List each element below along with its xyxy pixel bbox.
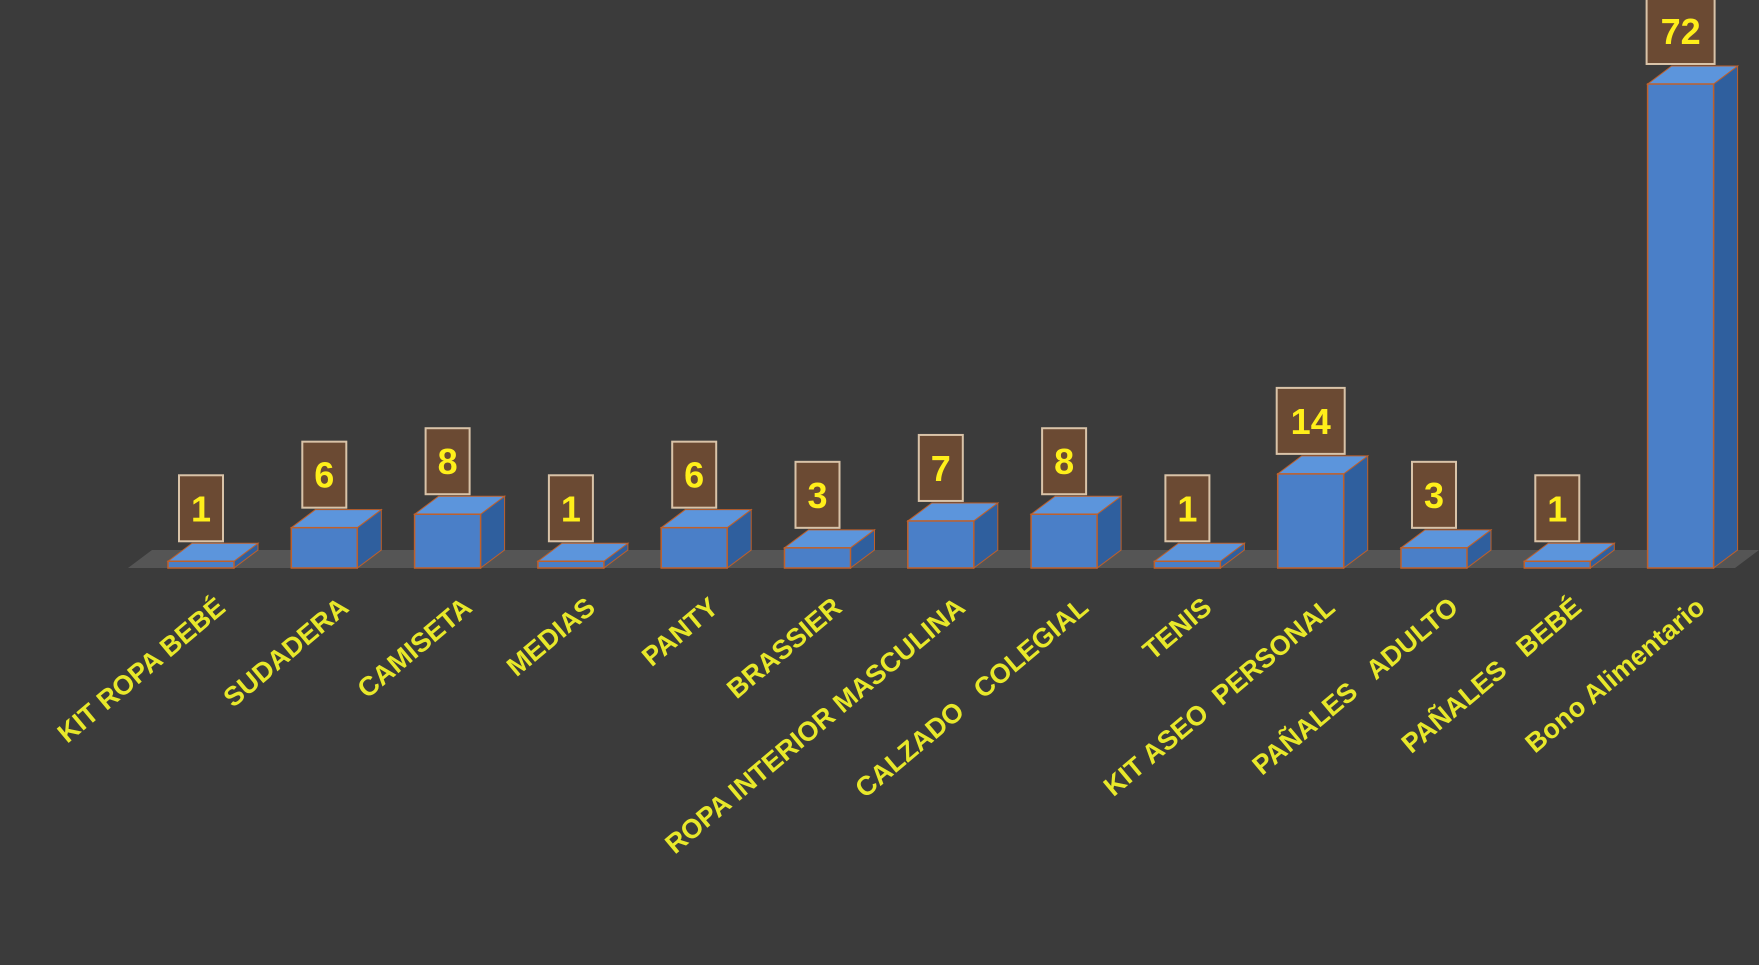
bar: [167, 560, 235, 569]
bar: [660, 526, 728, 569]
data-label-box: [178, 474, 224, 543]
data-label-box: [1275, 386, 1346, 455]
data-label-box: [794, 460, 841, 529]
data-label-box: [547, 474, 594, 543]
bar: [1153, 560, 1222, 569]
bar-side: [1713, 65, 1739, 569]
category-label: MEDIAS: [501, 592, 601, 682]
category-label: KIT ROPA BEBÉ: [51, 591, 231, 749]
data-label: 14: [1291, 401, 1331, 442]
data-label: 3: [1424, 475, 1444, 516]
data-label-box: [1164, 474, 1211, 543]
bars-group: [166, 65, 1740, 569]
data-label: 1: [1177, 488, 1197, 529]
category-label: CAMISETA: [352, 592, 478, 704]
category-label: SUDADERA: [218, 592, 355, 713]
data-label-box: [917, 433, 964, 502]
bar: [290, 526, 359, 569]
data-label-box: [1041, 427, 1088, 496]
data-label: 72: [1661, 11, 1701, 52]
category-label: BRASSIER: [721, 592, 847, 705]
data-label: 3: [807, 475, 827, 516]
bar: [783, 547, 852, 569]
data-label-box: [424, 427, 471, 496]
category-label: KIT ASEO PERSONAL: [1098, 592, 1341, 802]
bar: [1523, 560, 1592, 569]
bar: [907, 520, 975, 569]
data-label: 1: [561, 488, 581, 529]
data-label-box: [671, 440, 718, 509]
data-label: 1: [1547, 488, 1567, 529]
bar: [1030, 513, 1098, 569]
bar: [1400, 547, 1468, 569]
data-label: 6: [684, 455, 704, 496]
data-label: 8: [438, 441, 458, 482]
data-label-box: [301, 440, 348, 509]
data-label-box: [1645, 0, 1716, 65]
category-label: CALZADO COLEGIAL: [849, 592, 1093, 804]
bar: [537, 560, 605, 569]
data-label: 8: [1054, 441, 1074, 482]
data-label: 7: [931, 448, 951, 489]
category-label: PAÑALES ADULTO: [1246, 591, 1464, 781]
data-label-box: [1411, 460, 1457, 529]
bar: [1276, 473, 1345, 569]
data-label-box: [1534, 474, 1581, 543]
category-label: TENIS: [1137, 592, 1217, 666]
bar: [413, 513, 482, 569]
category-label: PANTY: [636, 592, 724, 673]
bar-side: [1343, 454, 1369, 569]
bar: [1646, 83, 1715, 569]
data-labels-group: 1 6 8 1 6 3 7 8 1 14 3 1 72: [178, 0, 1716, 543]
data-label: 1: [191, 488, 211, 529]
data-label: 6: [314, 455, 334, 496]
